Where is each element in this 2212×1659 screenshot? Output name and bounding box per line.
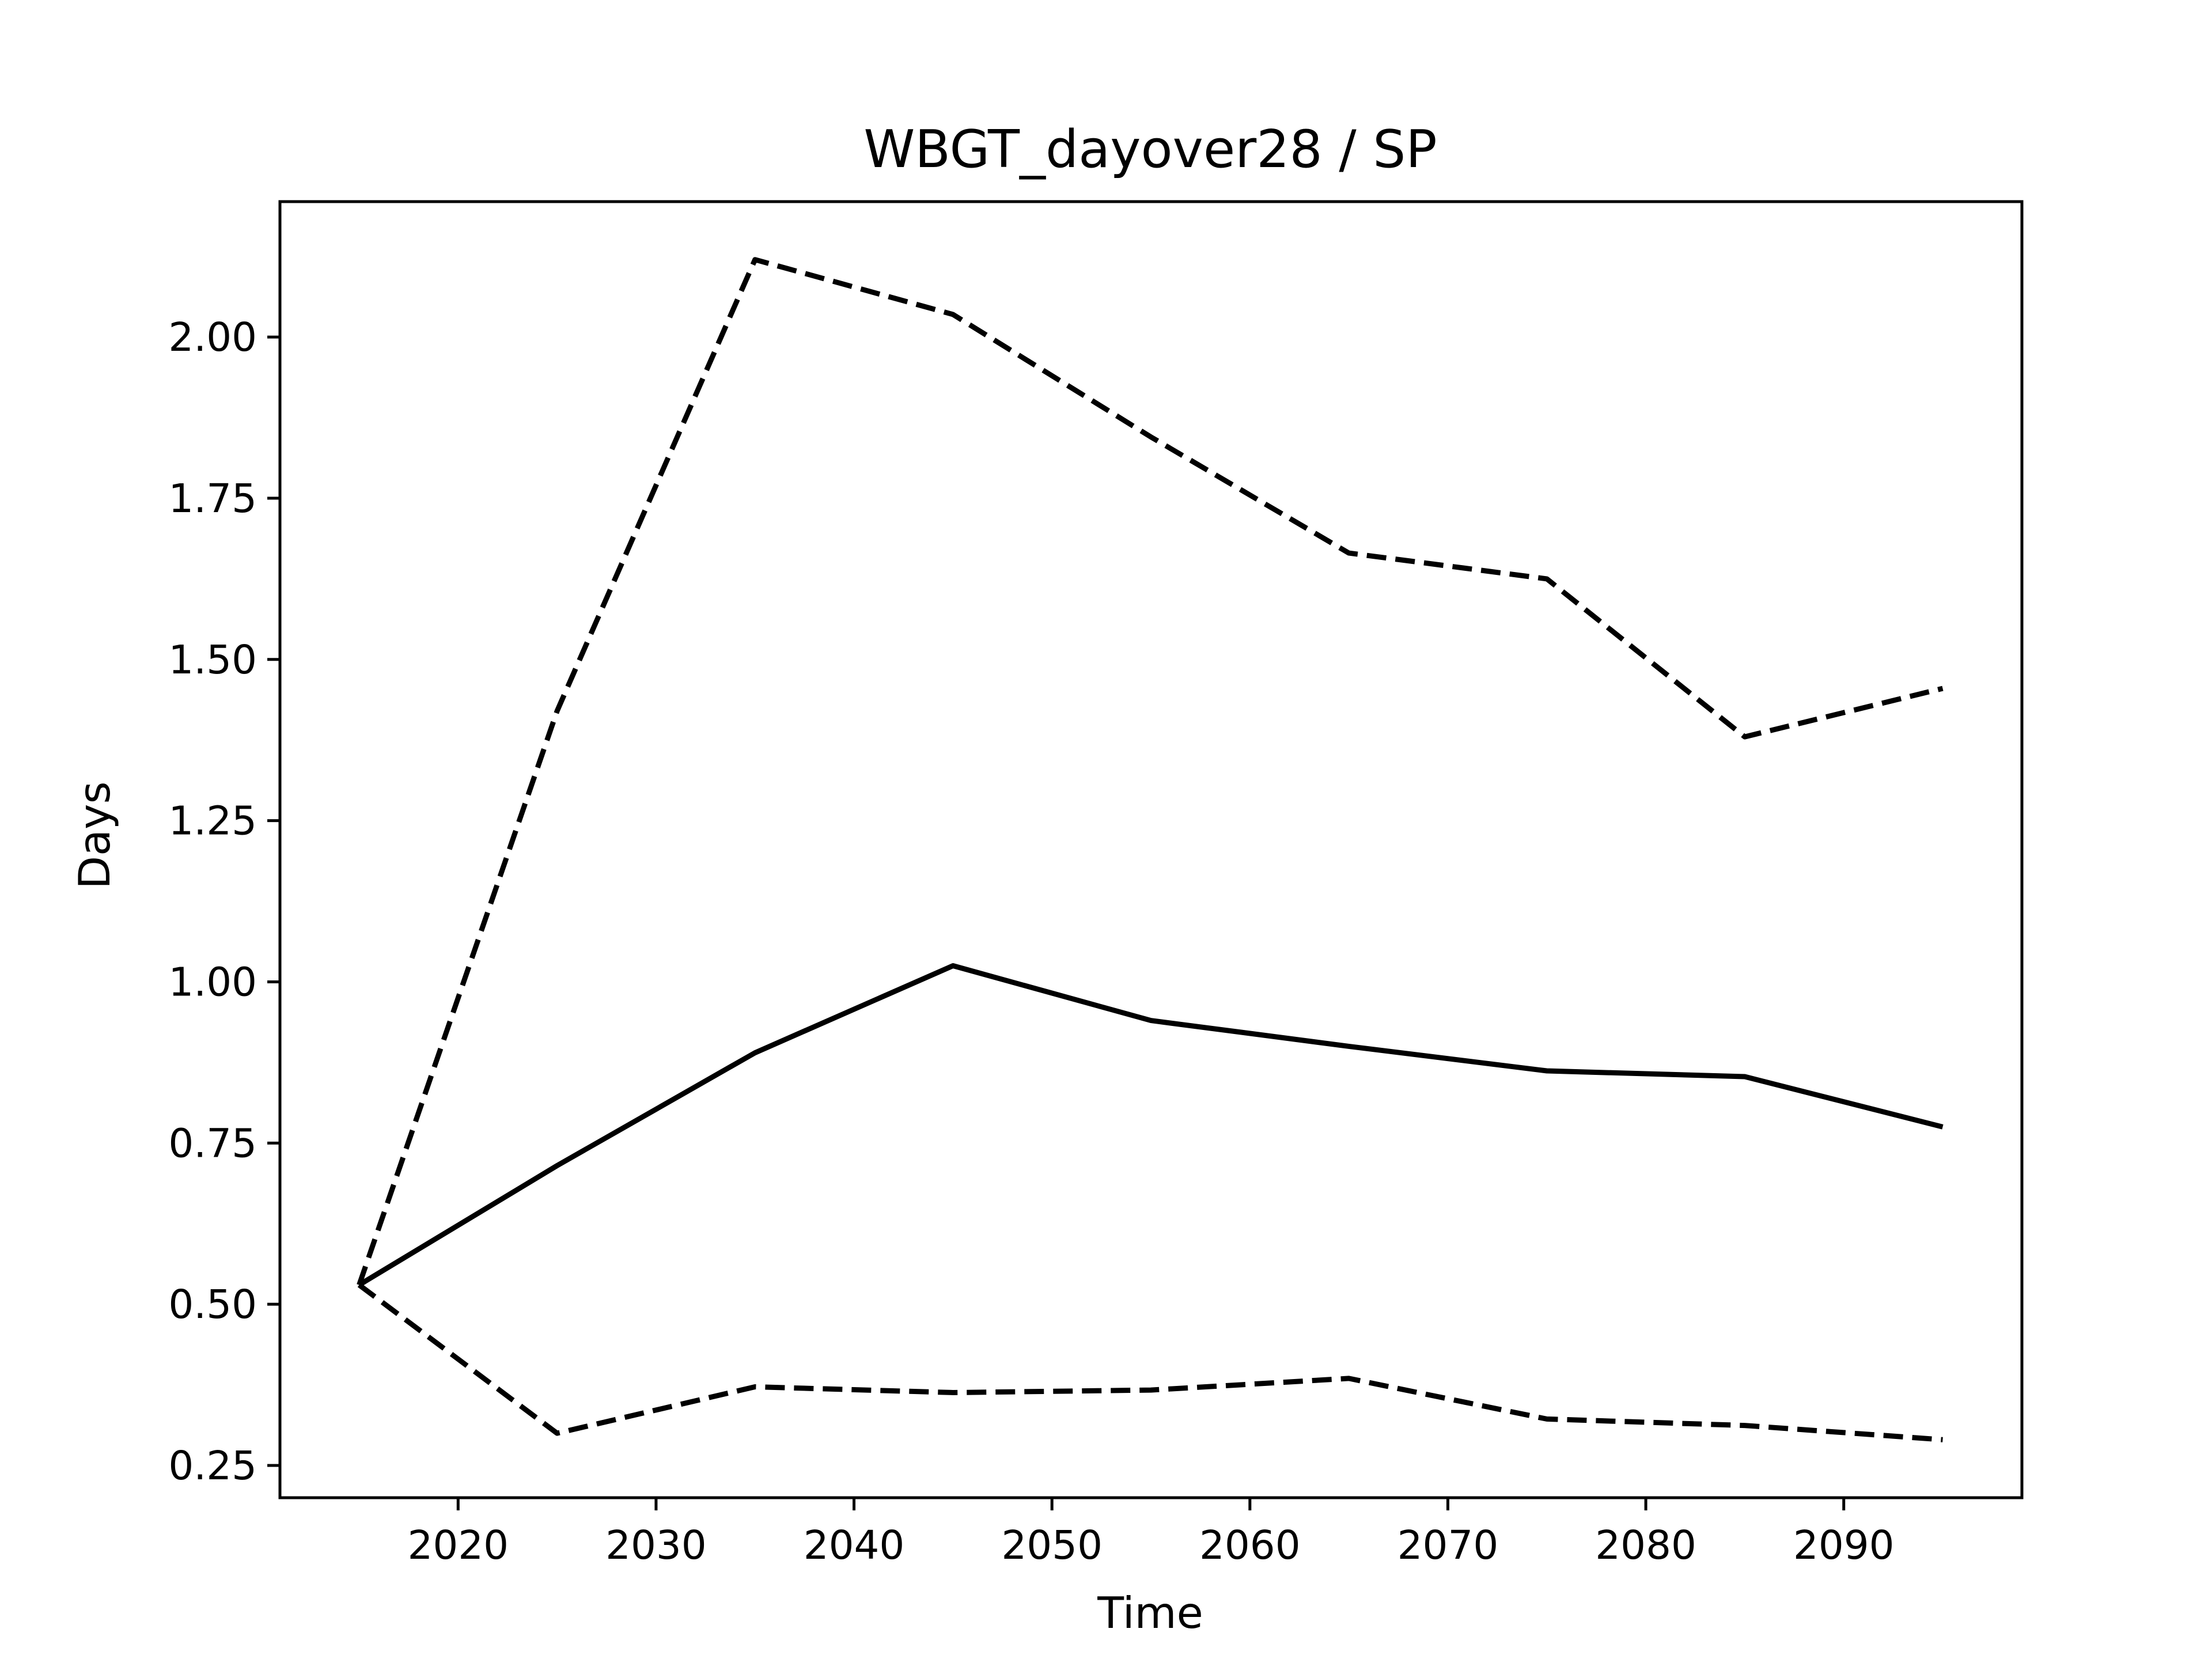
y-tick-label: 1.25: [168, 798, 257, 844]
y-tick-label: 2.00: [168, 315, 257, 361]
x-tick-label: 2030: [605, 1522, 707, 1569]
y-tick-label: 0.75: [168, 1120, 257, 1166]
x-tick-label: 2050: [1001, 1522, 1103, 1569]
series-line-2: [358, 963, 1944, 1287]
y-tick-label: 1.00: [168, 959, 257, 1005]
y-axis-label: Days: [69, 781, 120, 889]
x-tick-label: 2080: [1595, 1522, 1696, 1569]
y-tick-label: 1.50: [168, 637, 257, 683]
series-layer: [357, 257, 1944, 1442]
plot-area-frame: [278, 200, 2024, 1499]
y-tick-label: 0.50: [168, 1282, 257, 1328]
x-tick-label: 2070: [1397, 1522, 1499, 1569]
x-tick-label: 2060: [1199, 1522, 1301, 1569]
x-tick-label: 2090: [1793, 1522, 1895, 1569]
x-axis-label: Time: [1097, 1588, 1203, 1638]
y-tick-label: 1.75: [168, 476, 257, 522]
series-line-3: [357, 1282, 1943, 1442]
x-axis-ticks: 2020 2030 2040 2050 2060 2070 2080 2090: [407, 1498, 1895, 1569]
y-axis-ticks: 0.25 0.50 0.75 1.00 1.25 1.50 1.75 2.00: [168, 315, 280, 1489]
x-tick-label: 2020: [407, 1522, 509, 1569]
y-tick-label: 0.25: [168, 1443, 257, 1489]
x-tick-label: 2040: [804, 1522, 905, 1569]
chart-title: WBGT_dayover28 / SP: [863, 119, 1437, 180]
series-line-1: [357, 257, 1944, 1286]
